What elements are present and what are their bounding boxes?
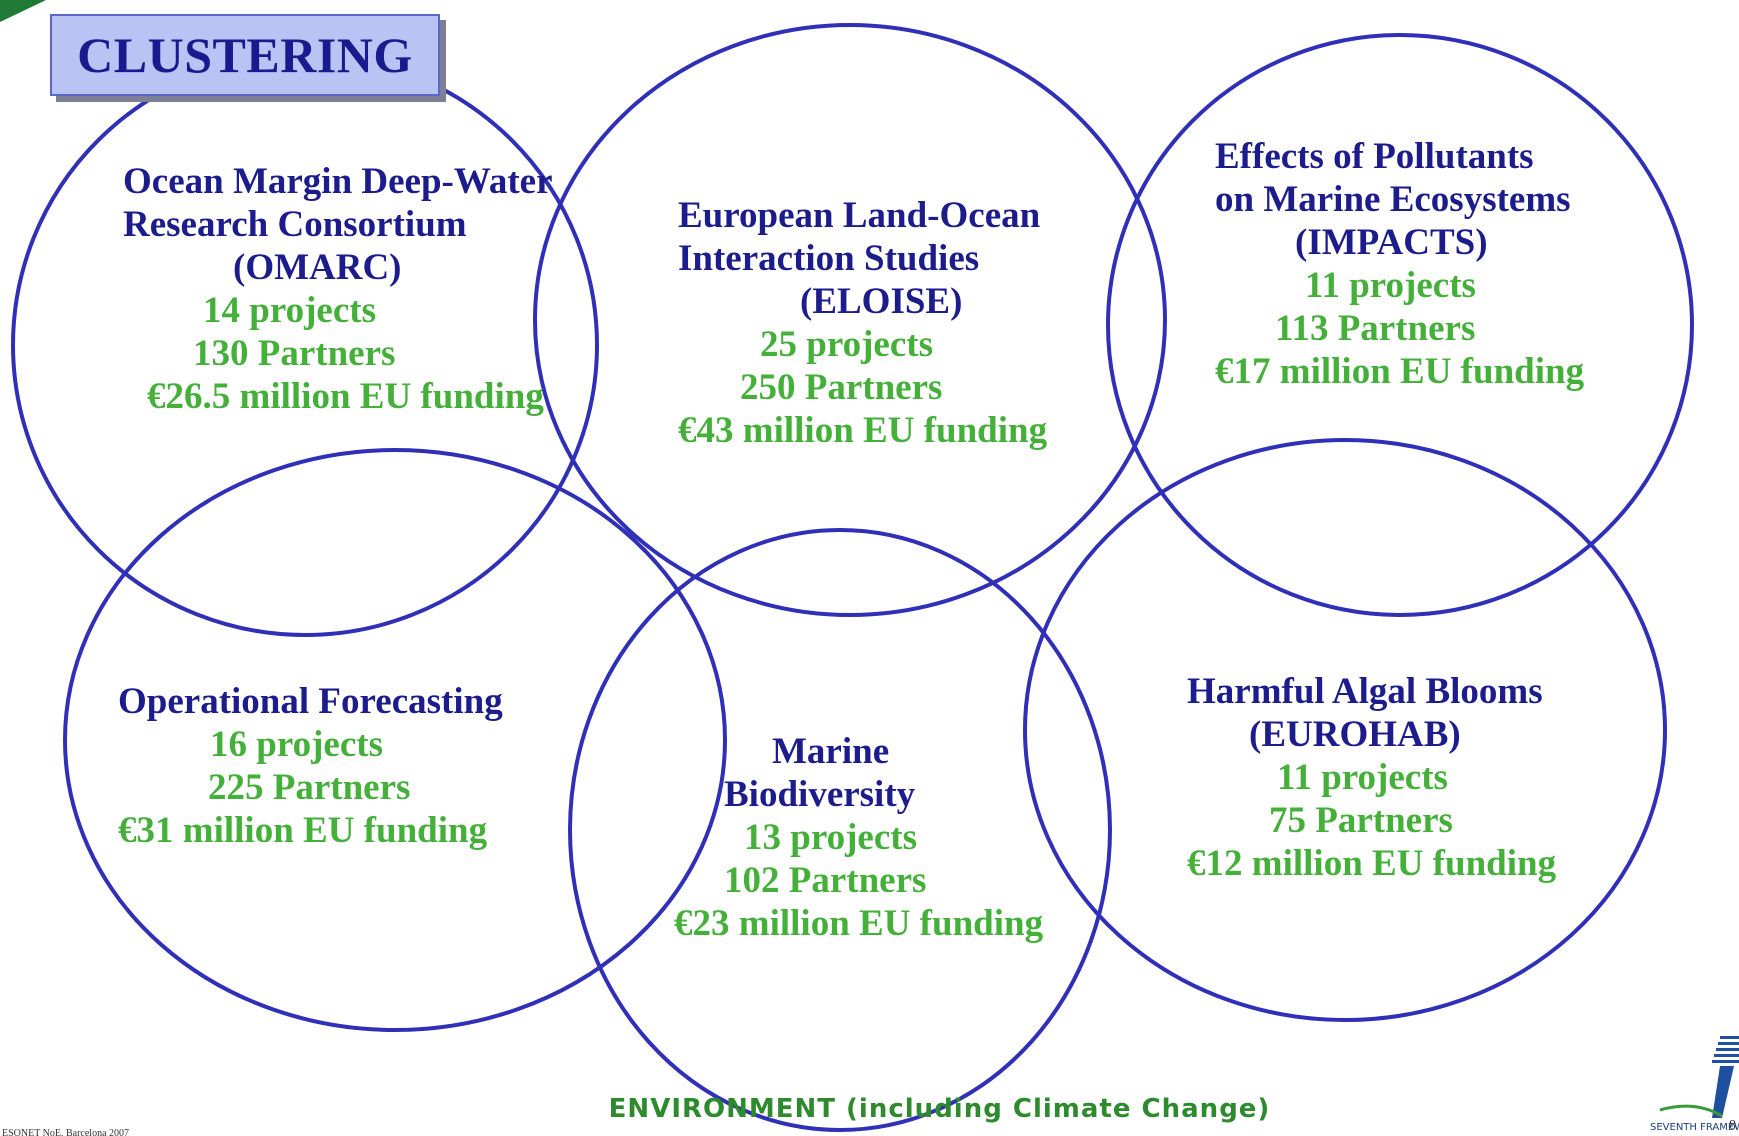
circle-operational-forecasting [63, 448, 727, 1032]
footer-program-label: ENVIRONMENT (including Climate Change) [608, 1094, 1271, 1124]
cluster-eurohab: Harmful Algal Blooms (EUROHAB) 11 projec… [1187, 670, 1556, 885]
cluster-partners: 250 Partners [740, 367, 943, 408]
fp7-logo-caption: SEVENTH FRAMEWORK [1650, 1122, 1739, 1130]
cluster-heading-line: Marine [772, 731, 890, 772]
fp7-logo: SEVENTH FRAMEWORK [1650, 1030, 1739, 1130]
cluster-partners: 130 Partners [193, 333, 396, 374]
circle-marine-biodiversity [568, 528, 1112, 1132]
cluster-projects: 13 projects [744, 817, 917, 858]
cluster-heading-line: (OMARC) [233, 247, 402, 288]
title-box: CLUSTERING [50, 14, 440, 96]
circle-impacts [1106, 33, 1694, 617]
cluster-funding: €17 million EU funding [1215, 351, 1585, 392]
cluster-projects: 16 projects [210, 724, 383, 765]
cluster-projects: 14 projects [203, 290, 376, 331]
cluster-operational-forecasting: Operational Forecasting 16 projects 225 … [118, 680, 503, 852]
cluster-heading-line: (ELOISE) [800, 281, 963, 322]
cluster-partners: 75 Partners [1269, 800, 1453, 841]
cluster-partners: 113 Partners [1275, 308, 1476, 349]
cluster-funding: €23 million EU funding [674, 903, 1044, 944]
cluster-funding: €31 million EU funding [118, 810, 488, 851]
cluster-heading-line: European Land-Ocean [678, 195, 1041, 236]
cluster-heading-line: Harmful Algal Blooms [1187, 671, 1543, 712]
page-title: CLUSTERING [77, 27, 413, 83]
cluster-projects: 11 projects [1277, 757, 1448, 798]
cluster-projects: 11 projects [1305, 265, 1476, 306]
fp7-caption-line: SEVENTH FRAMEWORK [1650, 1122, 1739, 1130]
circle-group [11, 23, 1694, 1132]
cluster-heading-line: Research Consortium [123, 204, 467, 245]
cluster-omarc: Ocean Margin Deep-Water Research Consort… [123, 160, 553, 418]
cluster-heading-line: (IMPACTS) [1295, 222, 1488, 263]
cluster-projects: 25 projects [760, 324, 933, 365]
cluster-funding: €26.5 million EU funding [147, 376, 544, 417]
fp7-logo-mark [1659, 1036, 1739, 1118]
cluster-heading-line: on Marine Ecosystems [1215, 179, 1571, 220]
cluster-heading-line: Ocean Margin Deep-Water [123, 161, 553, 202]
cluster-partners: 102 Partners [724, 860, 927, 901]
cluster-heading-line: Biodiversity [724, 774, 916, 815]
cluster-marine-biodiversity: Marine Biodiversity 13 projects 102 Part… [674, 730, 1043, 945]
cluster-heading-line: Operational Forecasting [118, 681, 503, 722]
page-number: 8 [1729, 1118, 1736, 1133]
cluster-funding: €43 million EU funding [678, 410, 1048, 451]
cluster-funding: €12 million EU funding [1187, 843, 1557, 884]
cluster-partners: 225 Partners [208, 767, 411, 808]
circle-eurohab [1023, 438, 1667, 1022]
cluster-eloise: European Land-Ocean Interaction Studies … [678, 194, 1047, 452]
cluster-heading-line: Interaction Studies [678, 238, 980, 279]
cluster-heading-line: (EUROHAB) [1249, 714, 1461, 755]
corner-decoration [0, 0, 46, 22]
circle-eloise [533, 23, 1167, 617]
cluster-heading-line: Effects of Pollutants [1215, 136, 1534, 177]
cluster-impacts: Effects of Pollutants on Marine Ecosyste… [1215, 135, 1584, 393]
footer-event-note: ESONET NoE, Barcelona 2007 [2, 1128, 130, 1136]
